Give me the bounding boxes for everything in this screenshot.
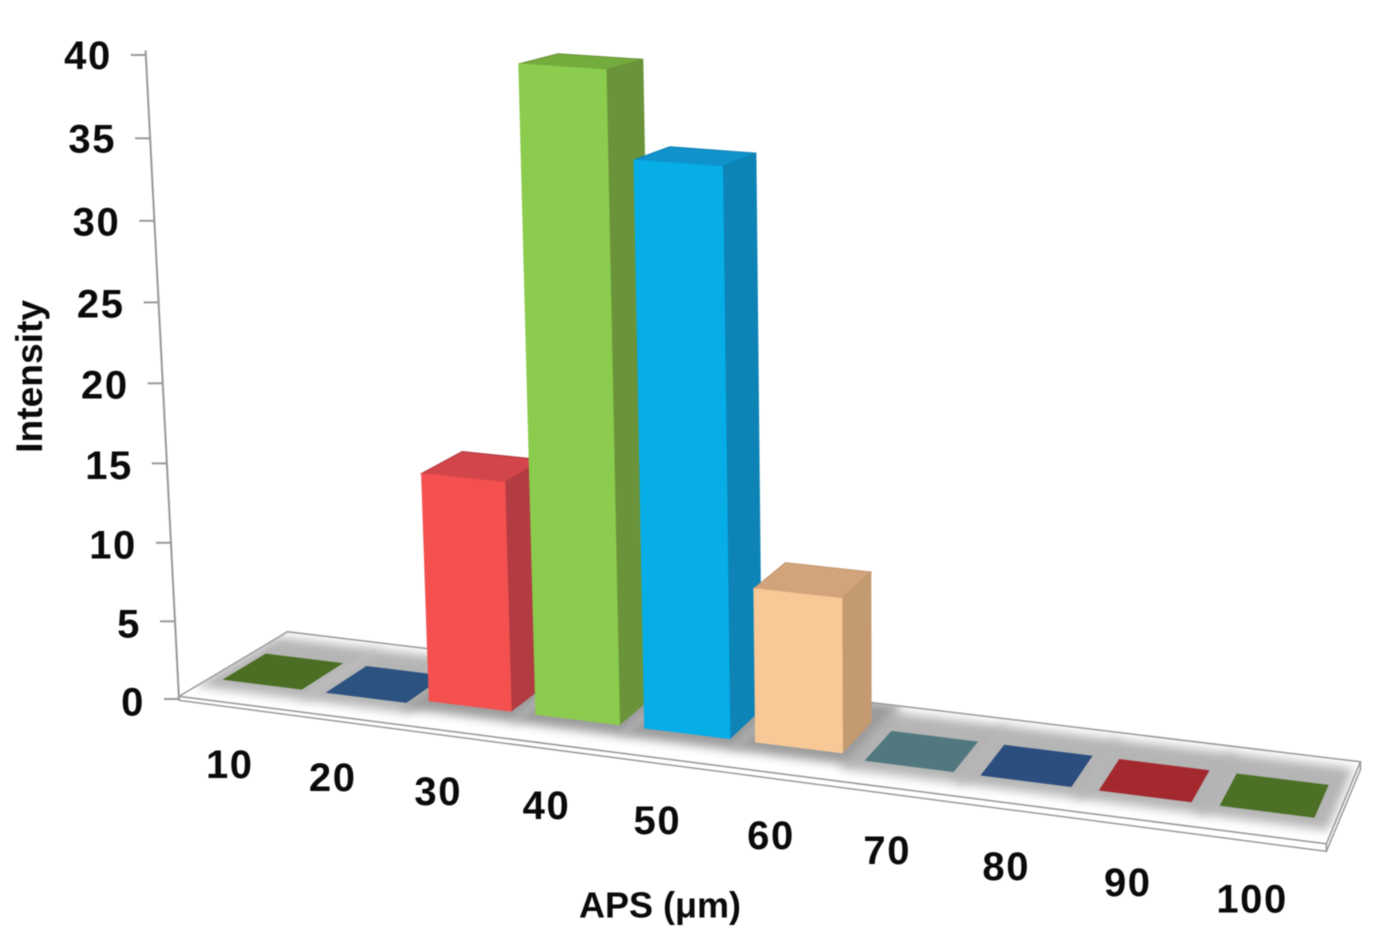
- svg-text:35: 35: [68, 118, 116, 162]
- svg-text:20: 20: [309, 756, 357, 800]
- svg-text:40: 40: [64, 34, 112, 78]
- svg-text:10: 10: [89, 524, 137, 568]
- svg-text:60: 60: [747, 814, 795, 858]
- svg-text:20: 20: [81, 364, 129, 408]
- svg-text:10: 10: [206, 743, 254, 787]
- svg-text:50: 50: [634, 799, 682, 843]
- svg-text:30: 30: [414, 770, 462, 814]
- svg-text:80: 80: [982, 845, 1030, 889]
- svg-text:APS (μm): APS (μm): [579, 885, 741, 926]
- svg-text:40: 40: [523, 784, 571, 828]
- svg-text:100: 100: [1216, 878, 1288, 922]
- svg-text:90: 90: [1104, 861, 1152, 905]
- svg-text:0: 0: [121, 681, 145, 725]
- svg-text:30: 30: [73, 200, 121, 244]
- svg-text:25: 25: [77, 282, 125, 326]
- svg-text:70: 70: [863, 829, 911, 873]
- svg-text:15: 15: [85, 444, 133, 488]
- svg-text:5: 5: [117, 603, 141, 647]
- svg-text:Intensity: Intensity: [8, 300, 50, 453]
